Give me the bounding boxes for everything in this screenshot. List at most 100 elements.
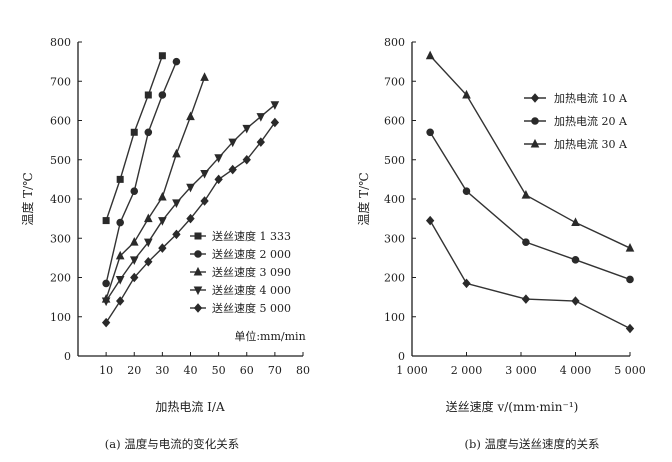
- x-axis-title: 送丝速度 v/(mm·min⁻¹): [446, 399, 579, 414]
- data-point: [186, 213, 195, 224]
- data-point: [228, 164, 237, 175]
- y-tick-label: 500: [50, 154, 71, 167]
- panel-caption: (b) 温度与送丝速度的关系: [465, 437, 600, 451]
- x-tick-label: 2 000: [451, 364, 483, 377]
- series-line-1: [429, 220, 631, 330]
- x-tick-label: 20: [127, 364, 141, 377]
- data-point: [115, 250, 125, 260]
- series-line-2: [105, 61, 178, 284]
- data-point: [158, 191, 167, 201]
- y-tick-label: 800: [50, 36, 71, 49]
- x-tick-label: 10: [99, 364, 113, 377]
- y-tick-label: 500: [384, 154, 405, 167]
- legend-entry-2: 加热电流 20 A: [554, 114, 628, 128]
- legend-marker: [531, 117, 539, 125]
- y-tick-label: 800: [384, 36, 405, 49]
- legend-entry-1: 送丝速度 1 333: [212, 229, 291, 243]
- data-point: [522, 238, 530, 246]
- data-point: [158, 52, 166, 60]
- data-point: [200, 196, 209, 206]
- series-line-1: [105, 55, 164, 221]
- data-point: [242, 124, 252, 134]
- data-point: [270, 101, 280, 110]
- y-tick-label: 300: [50, 232, 71, 245]
- legend-entry-2: 送丝速度 2 000: [212, 247, 291, 261]
- y-tick-label: 0: [64, 350, 71, 363]
- y-axis-title: 温度 T/℃: [20, 172, 35, 225]
- chart-panel-2: 0 100 200 300 400 500 600 700 800 1 000 2 000 3 000…: [356, 36, 646, 451]
- data-point: [571, 296, 580, 306]
- data-point: [425, 215, 435, 226]
- data-point: [462, 187, 471, 195]
- data-point: [425, 50, 435, 60]
- legend-marker: [194, 250, 202, 258]
- data-point: [129, 237, 139, 246]
- series-line-3: [105, 77, 206, 300]
- x-tick-label: 30: [155, 364, 169, 377]
- data-point: [270, 117, 280, 128]
- data-point: [101, 297, 111, 307]
- x-axis-title: 加热电流 I/A: [155, 400, 225, 414]
- chart-panel-1: 0 100 200 300 400 500 600 700 800 10 20 30 40 50 60 70 8…: [20, 36, 310, 451]
- x-tick-label: 50: [212, 364, 226, 377]
- data-point: [426, 128, 434, 137]
- series-line-2: [429, 131, 631, 281]
- y-axis-title: 温度 T/℃: [356, 172, 371, 225]
- data-point: [101, 317, 111, 328]
- data-point: [172, 229, 181, 240]
- data-point: [144, 91, 152, 99]
- data-point: [256, 113, 266, 122]
- data-point: [172, 148, 181, 158]
- data-point: [521, 189, 531, 199]
- data-point: [116, 175, 124, 183]
- y-tick-label: 300: [384, 232, 405, 245]
- x-tick-label: 80: [296, 364, 310, 377]
- data-point: [158, 217, 167, 226]
- legend-entry-3: 加热电流 30 A: [554, 137, 628, 151]
- data-point: [186, 183, 195, 193]
- data-point: [214, 154, 223, 163]
- data-point: [172, 199, 181, 209]
- data-point: [158, 243, 167, 253]
- legend-marker: [194, 232, 202, 240]
- legend-marker: [193, 286, 203, 296]
- data-point: [102, 217, 110, 225]
- data-point: [625, 323, 635, 334]
- x-tick-label: 5 000: [614, 364, 646, 377]
- data-point: [200, 169, 209, 179]
- data-point: [129, 256, 139, 265]
- data-point: [214, 174, 223, 185]
- data-point: [144, 213, 153, 223]
- y-tick-label: 0: [398, 350, 405, 363]
- y-tick-label: 100: [50, 311, 71, 324]
- data-point: [242, 154, 251, 165]
- data-point: [144, 257, 153, 267]
- x-tick-label: 4 000: [560, 364, 592, 377]
- y-tick-label: 700: [384, 75, 405, 88]
- x-tick-label: 70: [268, 364, 282, 377]
- y-tick-label: 600: [384, 115, 405, 128]
- legend-entry-3: 送丝速度 3 090: [212, 265, 291, 279]
- legend-marker: [530, 138, 540, 148]
- data-point: [116, 296, 125, 306]
- legend-entry-5: 送丝速度 5 000: [212, 301, 291, 315]
- data-point: [102, 279, 110, 288]
- data-point: [200, 72, 209, 81]
- legend-marker: [193, 303, 203, 313]
- legend-entry-1: 加热电流 10 A: [554, 91, 628, 105]
- data-point: [462, 278, 471, 289]
- data-point: [626, 275, 634, 284]
- data-point: [256, 137, 265, 147]
- y-tick-label: 200: [50, 272, 71, 285]
- data-point: [130, 128, 138, 136]
- y-tick-label: 600: [50, 115, 71, 128]
- y-tick-label: 400: [384, 193, 405, 206]
- x-tick-label: 40: [184, 364, 198, 377]
- data-point: [571, 217, 580, 227]
- data-point: [172, 57, 181, 66]
- data-point: [158, 91, 167, 99]
- legend-marker: [530, 93, 540, 103]
- y-tick-label: 700: [50, 75, 71, 88]
- x-tick-label: 3 000: [505, 364, 537, 377]
